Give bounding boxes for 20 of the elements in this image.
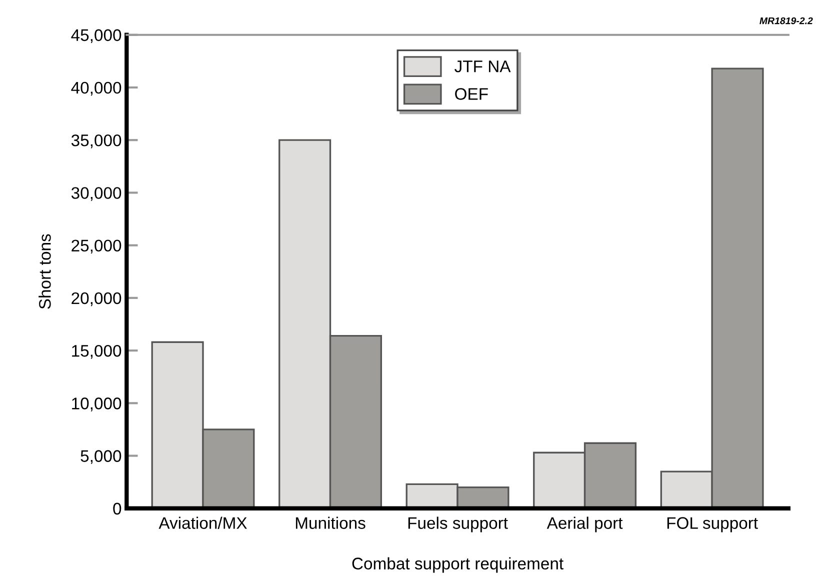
- x-tick-label: Aviation/MX: [158, 516, 247, 529]
- legend-label: JTF NA: [454, 60, 511, 72]
- y-tick-label: 40,000: [71, 82, 122, 96]
- text: MR1819-2.2: [760, 17, 813, 24]
- y-tick-label: 45,000: [71, 29, 122, 44]
- y-tick-label: 5,000: [80, 450, 122, 464]
- x-axis-title: Combat support requirement: [352, 557, 564, 573]
- x-tick-label: Munitions: [296, 516, 366, 529]
- x-tick-label: FOL support: [667, 517, 758, 532]
- y-tick-label: 35,000: [71, 134, 122, 148]
- y-tick-label: 0: [113, 502, 122, 515]
- y-tick-label: 15,000: [72, 344, 122, 359]
- legend-label: OEF: [455, 88, 488, 100]
- x-tick-label: Aerial port: [546, 516, 623, 532]
- y-axis-title: Short tons: [38, 234, 51, 309]
- y-tick-label: 20,000: [72, 292, 122, 306]
- y-tick-label: 30,000: [71, 187, 122, 201]
- x-tick-label: Fuels support: [408, 516, 508, 532]
- y-tick-label: 10,000: [72, 398, 122, 412]
- y-tick-label: 25,000: [72, 240, 122, 254]
